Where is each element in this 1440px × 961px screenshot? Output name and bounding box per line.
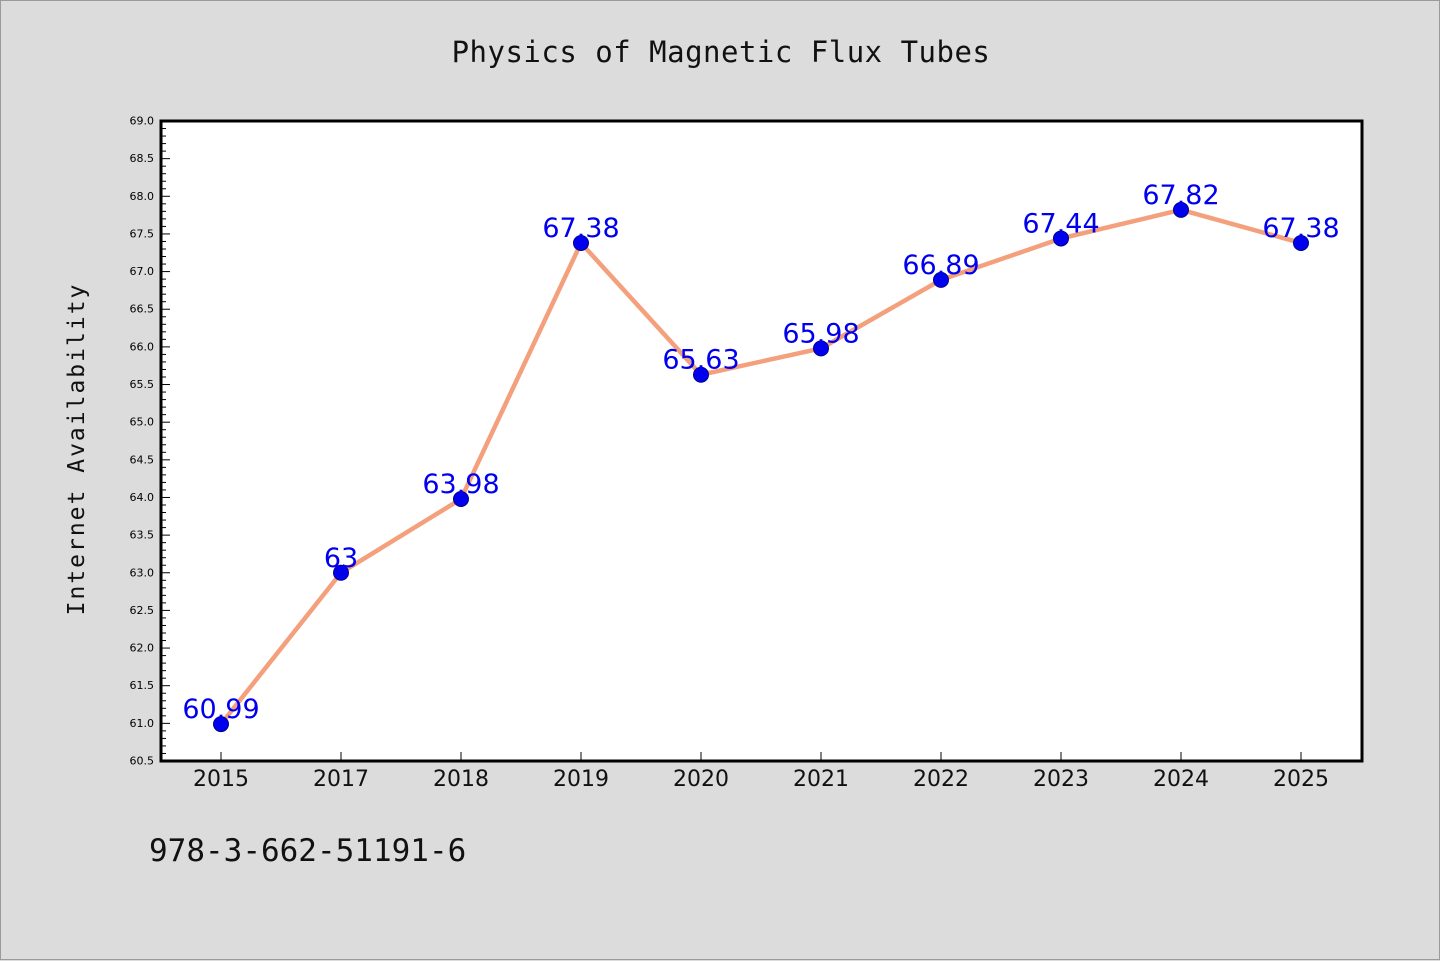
plot-area: [159, 119, 1364, 763]
series-layer: 60.99 63 63.98 67.38 65.63 65.98 66.89 67.44 67.…: [182, 180, 1340, 733]
data-label: 67.38: [1262, 213, 1339, 244]
y-tick-label: 64.0: [130, 491, 155, 504]
data-label: 67.44: [1022, 208, 1099, 239]
x-tick-label: 2024: [1153, 767, 1209, 792]
x-tick-label: 2023: [1033, 767, 1089, 792]
y-tick-label: 65.5: [130, 378, 155, 391]
x-tick-label: 2025: [1273, 767, 1329, 792]
data-label: 60.99: [182, 694, 259, 725]
y-tick-label: 62.0: [130, 642, 155, 655]
y-tick-label: 65.0: [130, 416, 155, 429]
data-label: 63.98: [422, 469, 499, 500]
y-tick-label: 63.5: [130, 529, 155, 542]
y-tick-label: 64.5: [130, 453, 155, 466]
y-tick-label: 68.5: [130, 152, 155, 165]
x-tick-label: 2019: [553, 767, 609, 792]
data-label: 65.63: [662, 345, 739, 376]
data-label: 66.89: [902, 250, 979, 281]
y-axis-ticks: 60.5 61.0 61.5 62.0 62.5 63.0 63.5 64.0 64.5 65.0…: [130, 115, 170, 768]
y-tick-label: 63.0: [130, 566, 155, 579]
data-point: [333, 564, 349, 581]
y-tick-label: 67.5: [130, 227, 155, 240]
data-label: 67.38: [542, 213, 619, 244]
y-tick-label: 67.0: [130, 265, 155, 278]
y-tick-label: 61.5: [130, 679, 155, 692]
isbn-annotation: 978-3-662-51191-6: [149, 833, 467, 869]
y-tick-label: 61.0: [130, 717, 155, 730]
chart-title: Physics of Magnetic Flux Tubes: [451, 35, 991, 69]
x-tick-label: 2021: [793, 767, 849, 792]
y-tick-label: 66.0: [130, 340, 155, 353]
data-point: [573, 234, 589, 251]
data-point: [933, 271, 949, 288]
x-tick-label: 2022: [913, 767, 969, 792]
x-axis-ticks: 2015 2017 2018 2019 2020 2021 2022 2023 2024 2025: [193, 752, 1329, 792]
data-point: [1173, 201, 1189, 218]
data-point: [453, 490, 469, 507]
y-tick-label: 62.5: [130, 604, 155, 617]
x-tick-label: 2015: [193, 767, 249, 792]
data-point: [1293, 234, 1309, 251]
y-tick-label: 68.0: [130, 190, 155, 203]
data-label: 67.82: [1142, 180, 1219, 211]
x-tick-label: 2018: [433, 767, 489, 792]
y-tick-label: 60.5: [130, 755, 155, 768]
y-tick-label: 66.5: [130, 303, 155, 316]
x-tick-label: 2020: [673, 767, 729, 792]
data-label: 65.98: [782, 318, 859, 349]
series-line: [219, 207, 1302, 726]
x-tick-label: 2017: [313, 767, 369, 792]
data-point: [693, 366, 709, 383]
data-point: [213, 716, 229, 733]
data-label: 63: [324, 543, 358, 574]
data-point: [1053, 230, 1069, 247]
y-tick-label: 69.0: [130, 115, 155, 128]
data-point: [813, 340, 829, 357]
